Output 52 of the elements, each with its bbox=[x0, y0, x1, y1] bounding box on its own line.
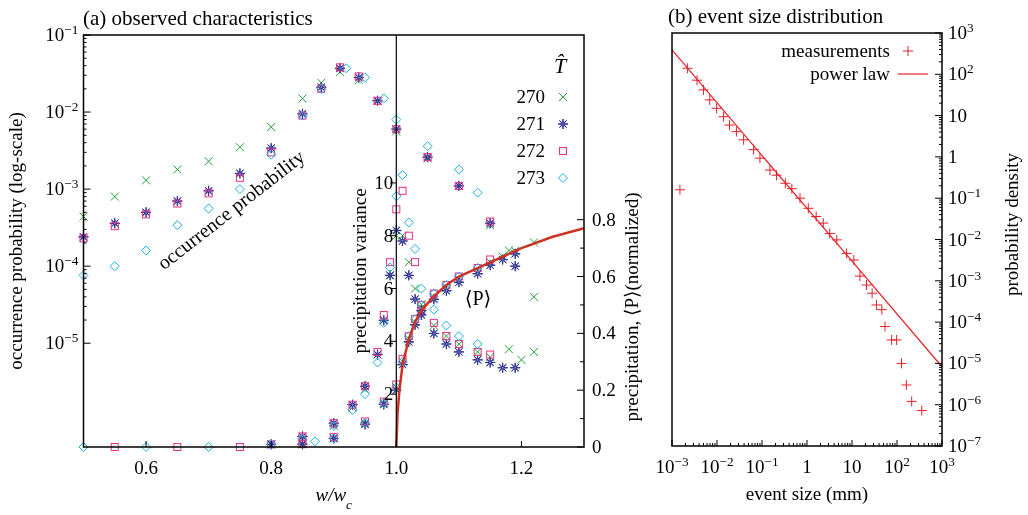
y-tick-label: 10$^{−7}$ bbox=[948, 432, 982, 456]
x-tick-label: 10$^{−2}$ bbox=[700, 453, 734, 477]
y-tick-label: 10$^{2}$ bbox=[948, 60, 974, 85]
y-tick-label: 10$^{−1}$ bbox=[45, 21, 79, 45]
y-tick-label: 10$^{−4}$ bbox=[948, 308, 982, 333]
y-tick-label: 1 bbox=[948, 145, 958, 167]
x-tick-label: 10$^{−3}$ bbox=[655, 453, 689, 477]
y3-axis-title: precipitation variance bbox=[349, 188, 371, 354]
y-axis-title: occurrence probability (log-scale) bbox=[5, 112, 27, 370]
y-axis-title: probability density bbox=[1001, 152, 1022, 297]
y-tick-label: 10$^{−6}$ bbox=[948, 391, 982, 415]
legend-title: T̂ bbox=[553, 53, 568, 78]
y-tick-label: 10$^{−2}$ bbox=[948, 226, 982, 250]
x-tick-label: 10$^{−1}$ bbox=[745, 453, 779, 477]
legend-label: 273 bbox=[516, 167, 545, 188]
x-axis-title: event size (mm) bbox=[745, 483, 869, 505]
x-tick-label: 1.2 bbox=[509, 457, 534, 478]
y3-tick-label: 2 bbox=[383, 383, 394, 405]
y2-tick-label: 0 bbox=[592, 436, 602, 457]
y2-axis-title: precipitation, ⟨P⟩(normalized) bbox=[621, 192, 643, 422]
x-tick-label: 10$^{2}$ bbox=[884, 453, 910, 477]
annotation: ⟨P⟩ bbox=[464, 287, 492, 309]
y-tick-label: 10$^{−4}$ bbox=[45, 252, 79, 277]
y-tick-label: 10$^{3}$ bbox=[948, 19, 974, 43]
y2-tick-label: 0.4 bbox=[592, 322, 617, 344]
x-tick-label: 0.6 bbox=[134, 457, 158, 478]
x-tick-label: 10 bbox=[842, 456, 862, 477]
chart-title: (a) observed characteristics bbox=[83, 6, 313, 30]
y3-tick-label: 10 bbox=[374, 171, 394, 193]
y3-tick-label: 4 bbox=[383, 330, 394, 352]
y2-tick-label: 0.6 bbox=[592, 265, 616, 287]
y-tick-label: 10$^{−3}$ bbox=[948, 267, 982, 291]
y2-tick-label: 0.2 bbox=[592, 379, 616, 401]
y3-tick-label: 8 bbox=[383, 224, 394, 246]
legend-label: power law bbox=[810, 63, 891, 84]
y-tick-label: 10$^{−3}$ bbox=[45, 175, 79, 200]
y2-tick-label: 0.8 bbox=[592, 208, 616, 230]
x-tick-label: 1.0 bbox=[384, 457, 409, 478]
y3-tick-label: 6 bbox=[383, 277, 394, 299]
x-axis-title: w/w$_{c}$ bbox=[315, 484, 353, 512]
y-tick-label: 10$^{−2}$ bbox=[45, 98, 79, 123]
y-tick-label: 10$^{−5}$ bbox=[948, 349, 982, 374]
legend-label: 270 bbox=[516, 86, 545, 107]
legend-label: 272 bbox=[516, 140, 545, 161]
x-tick-label: 1 bbox=[802, 456, 812, 477]
legend-label: measurements bbox=[781, 40, 890, 61]
legend-label: 271 bbox=[516, 113, 545, 134]
y-tick-label: 10$^{−1}$ bbox=[948, 184, 982, 209]
chart-title: (b) event size distribution bbox=[668, 4, 884, 28]
y-tick-label: 10$^{−5}$ bbox=[45, 329, 79, 354]
y-tick-label: 10 bbox=[948, 104, 967, 126]
x-tick-label: 0.8 bbox=[259, 457, 284, 478]
